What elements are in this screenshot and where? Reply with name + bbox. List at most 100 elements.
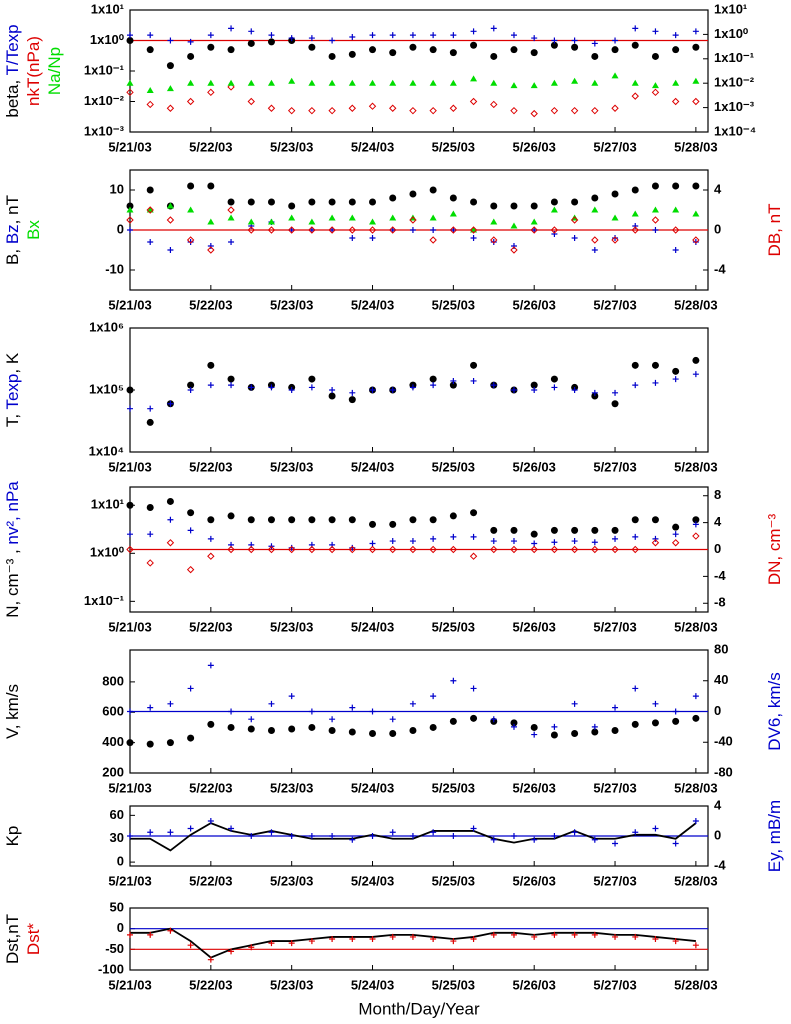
plus (369, 235, 376, 241)
axis-label: T, Texp, K (3, 352, 22, 427)
x-tick-label: 5/22/03 (189, 619, 232, 634)
plus (591, 247, 598, 253)
dot (146, 503, 154, 511)
dot (611, 46, 619, 54)
triangle (490, 79, 498, 86)
y-tick-label: 30 (110, 830, 124, 845)
plus (248, 384, 255, 391)
plus (409, 384, 416, 391)
y-tick-label: 200 (102, 764, 124, 779)
x-tick-label: 5/21/03 (108, 977, 151, 992)
dot (510, 46, 518, 54)
dot (611, 526, 619, 534)
plus (470, 235, 477, 241)
plus (329, 227, 336, 233)
plus (571, 387, 578, 393)
triangle (571, 77, 579, 84)
diamond (166, 216, 175, 224)
plus (450, 533, 457, 540)
axis-label-part: T, (3, 410, 22, 428)
triangle (591, 206, 599, 213)
dot (530, 530, 538, 538)
plot-frame (129, 327, 709, 453)
plus (409, 227, 416, 233)
plot-frame (129, 9, 709, 133)
plus (551, 931, 558, 938)
plus (268, 700, 275, 707)
plus (692, 942, 699, 949)
y2-tick-label: -8 (714, 595, 726, 610)
plus (187, 685, 194, 692)
x-axis-title: Month/Day/Year (358, 999, 480, 1018)
plus (551, 833, 558, 839)
y2-tick-label: 80 (714, 641, 728, 656)
axis-label-part: , nT (3, 195, 22, 224)
plus (571, 700, 578, 707)
plus (207, 818, 214, 824)
dot (126, 37, 134, 44)
x-tick-label: 5/26/03 (513, 619, 556, 634)
y-tick-label: 1x10⁻¹ (84, 62, 124, 77)
y2-tick-label: 1x10⁰ (714, 26, 749, 41)
dot (651, 516, 659, 524)
plus (632, 533, 639, 540)
diamond (449, 104, 458, 112)
diamond (449, 545, 458, 554)
dot (348, 396, 356, 404)
dot (409, 43, 417, 51)
x-tick-label: 5/25/03 (432, 873, 475, 888)
plus (632, 382, 639, 389)
plus (167, 400, 174, 407)
plus (571, 235, 578, 241)
diamond (287, 226, 296, 234)
plus (652, 825, 659, 832)
x-tick-label: 5/28/03 (674, 780, 717, 795)
diamond (308, 545, 316, 554)
y-tick-label: 50 (110, 899, 124, 914)
diamond (631, 226, 639, 234)
triangle (369, 218, 377, 225)
triangle (389, 79, 397, 86)
dot (692, 516, 700, 524)
plus (430, 535, 437, 542)
plus (147, 829, 154, 836)
x-tick-label: 5/27/03 (593, 297, 636, 312)
plus (389, 538, 396, 545)
dot (672, 367, 680, 375)
plus (612, 235, 619, 241)
plus (409, 538, 416, 545)
dot (328, 198, 336, 206)
dot (692, 714, 700, 722)
triangle (267, 218, 275, 225)
plus (288, 833, 295, 839)
diamond (227, 83, 235, 91)
triangle (490, 218, 498, 225)
plus (632, 933, 639, 940)
diamond (692, 532, 700, 540)
x-tick-label: 5/27/03 (593, 873, 636, 888)
triangle (510, 82, 518, 89)
diamond (287, 545, 296, 554)
plus (612, 535, 619, 542)
dot (631, 41, 639, 49)
diamond (186, 565, 195, 574)
axis-label-part: DN, cm⁻³ (765, 514, 784, 586)
axis-label-part: V, km/s (3, 684, 22, 739)
triangle (207, 218, 215, 225)
diamond (671, 539, 680, 547)
dot (187, 182, 195, 190)
y-tick-label: 1x10⁰ (90, 545, 125, 560)
diamond (389, 104, 397, 112)
triangle (550, 206, 558, 213)
diamond (267, 104, 276, 112)
plus (288, 227, 295, 233)
y2-tick-label: 4 (714, 514, 722, 529)
dot (308, 198, 316, 206)
plus (612, 389, 619, 396)
y-tick-label: 1x10⁶ (89, 319, 124, 334)
y-tick-label: 1x10⁻¹ (84, 593, 124, 608)
dot (550, 198, 558, 206)
x-tick-label: 5/21/03 (108, 459, 151, 474)
axis-label-part: B, (3, 244, 22, 265)
